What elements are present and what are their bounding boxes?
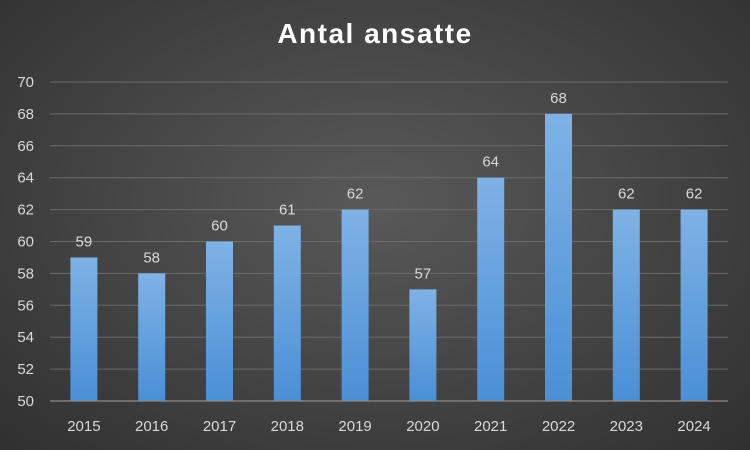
data-label: 64: [482, 154, 499, 171]
data-label: 59: [76, 233, 93, 250]
bar: [273, 225, 301, 401]
y-tick-label: 56: [17, 297, 34, 314]
x-tick-label: 2015: [67, 418, 100, 435]
y-tick-label: 70: [17, 74, 34, 91]
bar: [341, 209, 369, 401]
data-label: 61: [279, 202, 296, 219]
bar: [138, 273, 166, 401]
x-tick-label: 2020: [406, 418, 439, 435]
y-tick-label: 58: [17, 265, 34, 282]
bar: [206, 241, 233, 401]
data-label: 62: [618, 186, 635, 203]
y-tick-label: 60: [17, 234, 34, 251]
y-tick-label: 66: [17, 138, 34, 155]
y-tick-label: 64: [17, 170, 34, 187]
y-tick-label: 54: [17, 329, 34, 346]
y-tick-label: 50: [17, 393, 34, 410]
data-label: 60: [211, 218, 228, 235]
x-tick-label: 2018: [271, 418, 304, 435]
bar: [409, 289, 437, 401]
x-tick-label: 2019: [338, 418, 371, 435]
bar: [545, 113, 572, 402]
data-label: 58: [143, 249, 160, 266]
x-tick-label: 2021: [474, 418, 507, 435]
bars: [70, 113, 708, 402]
x-tick-label: 2023: [610, 418, 643, 435]
y-tick-label: 62: [17, 202, 34, 219]
bar: [70, 257, 98, 401]
y-tick-label: 68: [17, 106, 34, 123]
bar: [477, 177, 505, 401]
chart-title: Antal ansatte: [277, 18, 473, 49]
x-tick-label: 2022: [542, 418, 575, 435]
bar: [680, 209, 708, 401]
y-tick-label: 52: [17, 361, 34, 378]
bar: [612, 209, 640, 401]
data-label: 68: [550, 90, 567, 107]
x-tick-label: 2024: [677, 418, 710, 435]
data-label: 57: [415, 265, 432, 282]
x-tick-label: 2016: [135, 418, 168, 435]
x-tick-label: 2017: [203, 418, 236, 435]
data-label: 62: [686, 186, 703, 203]
labels: 50 52 54 56 58 60 62 64 66 68 70 59 2015 58 2016 60 2017…: [17, 74, 710, 435]
data-label: 62: [347, 186, 364, 203]
